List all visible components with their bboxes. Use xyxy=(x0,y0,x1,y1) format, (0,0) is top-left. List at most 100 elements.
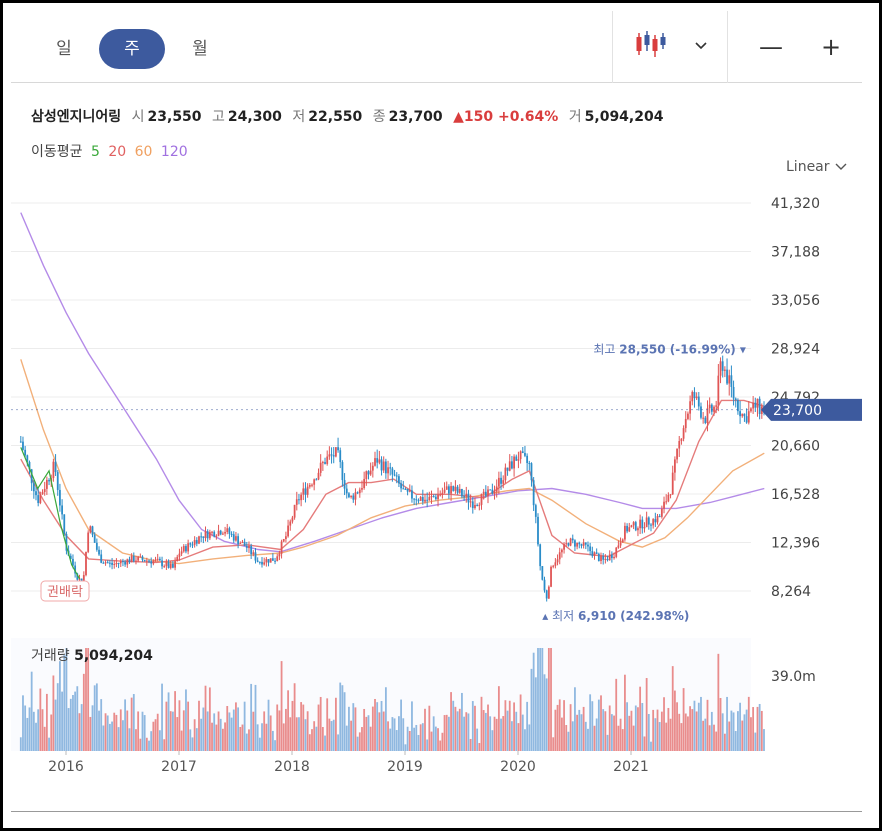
volume-bar xyxy=(534,677,537,751)
candle-body xyxy=(480,493,483,505)
candle-body xyxy=(608,554,611,561)
volume-bar xyxy=(39,688,42,751)
low-marker-label: ▴ 최저 6,910 (242.98%) xyxy=(542,609,689,623)
candlestick-icon[interactable] xyxy=(631,29,671,65)
volume-bar xyxy=(185,689,187,751)
volume-bar xyxy=(226,706,229,751)
volume-bar xyxy=(430,731,433,751)
candle-body xyxy=(591,551,594,556)
candle-body xyxy=(654,519,657,523)
volume-bar xyxy=(558,699,561,751)
volume-bar xyxy=(491,730,494,751)
volume-bar xyxy=(763,729,765,751)
candle-body xyxy=(563,544,565,550)
candle-body xyxy=(324,462,326,464)
volume-bar xyxy=(587,728,589,751)
volume-bar xyxy=(582,706,585,751)
tab-weekly[interactable]: 주 xyxy=(99,29,165,69)
tab-daily[interactable]: 일 xyxy=(56,39,72,59)
price-chart[interactable]: 41,32037,18833,05628,92424,79220,66016,5… xyxy=(11,183,862,783)
volume-bar xyxy=(106,715,109,751)
volume-bar xyxy=(89,716,92,751)
volume-bar xyxy=(560,717,563,751)
candle-body xyxy=(206,531,209,539)
candle-body xyxy=(252,552,255,555)
open-value: 23,550 xyxy=(147,109,202,125)
candle-body xyxy=(74,565,77,574)
volume-bar xyxy=(219,718,222,751)
volume-bar xyxy=(493,716,496,751)
zoom-out-button[interactable]: — xyxy=(759,33,783,61)
candle-body xyxy=(358,489,361,494)
candle-body xyxy=(285,536,287,540)
candle-body xyxy=(56,472,59,490)
candle-body xyxy=(369,470,372,475)
y-tick-label: 33,056 xyxy=(771,293,820,309)
toolbar-divider xyxy=(727,11,728,83)
volume-bar xyxy=(606,734,609,751)
candle-body xyxy=(658,516,661,518)
volume-bar xyxy=(50,714,53,751)
candle-body xyxy=(321,462,324,464)
tab-monthly[interactable]: 월 xyxy=(192,39,208,59)
high-marker-value: 28,550 (-16.99%) ▾ xyxy=(619,342,746,356)
volume-bar xyxy=(652,709,655,751)
candle-body xyxy=(471,501,474,509)
high-marker-label: 최고 28,550 (-16.99%) ▾ xyxy=(593,342,746,356)
candle-body xyxy=(576,542,579,547)
volume-bar xyxy=(452,700,455,751)
volume-bar xyxy=(350,720,353,751)
candle-body xyxy=(135,560,137,562)
volume-bar xyxy=(563,700,565,751)
volume-bar xyxy=(224,722,226,751)
volume-bar xyxy=(26,717,29,751)
volume-bar xyxy=(126,710,129,751)
volume-bar xyxy=(621,729,624,751)
low-marker-value: 6,910 (242.98%) xyxy=(578,609,689,623)
volume-bar xyxy=(643,736,646,751)
candle-body xyxy=(439,494,442,496)
scale-select[interactable]: Linear xyxy=(786,159,848,175)
candle-body xyxy=(172,563,174,568)
volume-bar xyxy=(87,648,90,751)
candle-body xyxy=(137,556,140,561)
volume-bar xyxy=(476,728,479,751)
candle-body xyxy=(306,486,309,495)
volume-bar xyxy=(406,726,409,751)
candle-body xyxy=(432,496,435,498)
candle-body xyxy=(26,455,29,462)
volume-bar xyxy=(710,711,713,751)
candle-body xyxy=(163,566,166,568)
volume-bar xyxy=(221,728,224,751)
volume-bar xyxy=(667,707,670,751)
zoom-in-button[interactable]: + xyxy=(820,33,842,61)
candle-body xyxy=(291,517,294,522)
candle-body xyxy=(637,528,639,531)
volume-bar xyxy=(321,727,324,751)
volume-bar xyxy=(545,678,548,751)
candle-body xyxy=(89,526,92,533)
candle-body xyxy=(465,493,468,497)
candle-body xyxy=(393,474,396,476)
candle-body xyxy=(256,560,259,562)
chevron-down-icon[interactable] xyxy=(681,29,721,65)
volume-bar xyxy=(528,724,531,751)
volume-bar xyxy=(506,710,509,751)
y-tick-label: 12,396 xyxy=(771,536,820,552)
candle-body xyxy=(595,552,598,554)
volume-bar xyxy=(271,730,274,751)
volume-bar xyxy=(148,740,150,751)
volume-bar xyxy=(261,723,263,751)
volume-bar xyxy=(330,721,333,751)
candle-body xyxy=(758,398,761,414)
volume-bar xyxy=(387,721,389,751)
volume-bar xyxy=(119,709,122,751)
candle-body xyxy=(150,561,153,564)
volume-bar xyxy=(478,743,481,751)
candle-body xyxy=(723,369,726,371)
candle-body xyxy=(269,558,272,563)
volume-bar xyxy=(124,699,127,751)
candle-body xyxy=(667,494,670,502)
candle-body xyxy=(517,459,520,461)
